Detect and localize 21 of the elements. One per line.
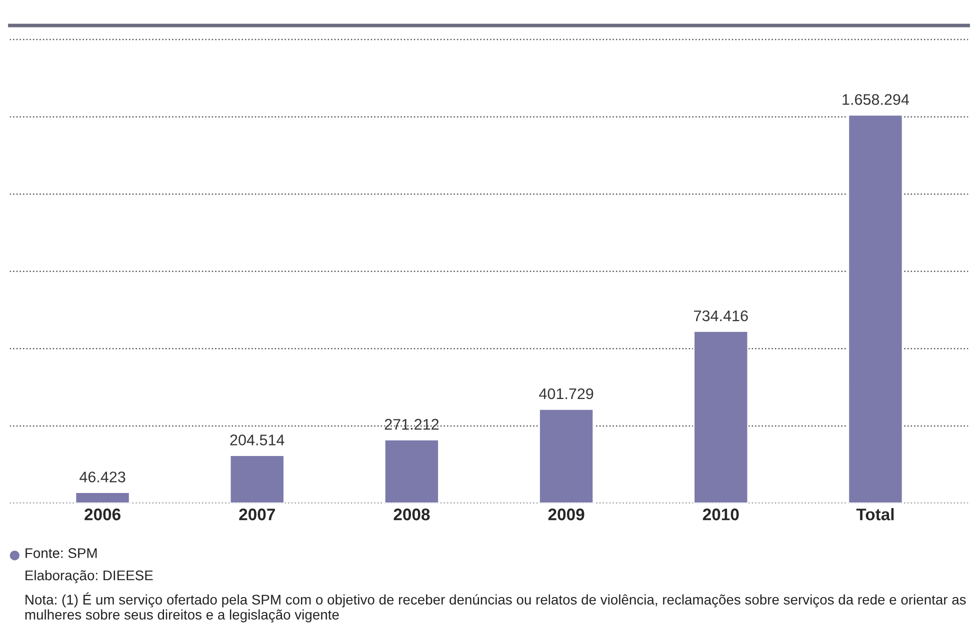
data-label: 204.514	[230, 434, 284, 446]
x-tick-label: 2009	[548, 508, 584, 520]
bar	[693, 330, 749, 504]
data-label: 734.416	[694, 310, 748, 322]
bar	[229, 454, 285, 504]
text: Elaboração: DIEESE	[26, 570, 153, 584]
bar	[538, 408, 594, 504]
data-label: 46.423	[80, 472, 126, 482]
x-tick-label: Total	[856, 508, 894, 520]
bar	[384, 439, 440, 504]
text: Nota: (1) É um serviço ofertado pela SPM com o objetivo de receber denúncias ou relatos de violência, reclamações sobre serviços da rede e orientar as mulheres sobre seus direitos e a legislação vigente	[25, 592, 966, 622]
x-tick-label: 2007	[239, 508, 275, 520]
x-tick-label: 2008	[394, 508, 430, 520]
source-note: Fonte: SPM	[26, 548, 97, 558]
data-label: 401.729	[539, 388, 594, 400]
data-label: 1.658.294	[842, 94, 910, 105]
data-label: 271.212	[384, 418, 439, 430]
bar	[74, 492, 130, 504]
bar	[848, 114, 904, 504]
x-tick-label: 2010	[702, 508, 739, 520]
x-tick-label: 2006	[84, 508, 120, 520]
